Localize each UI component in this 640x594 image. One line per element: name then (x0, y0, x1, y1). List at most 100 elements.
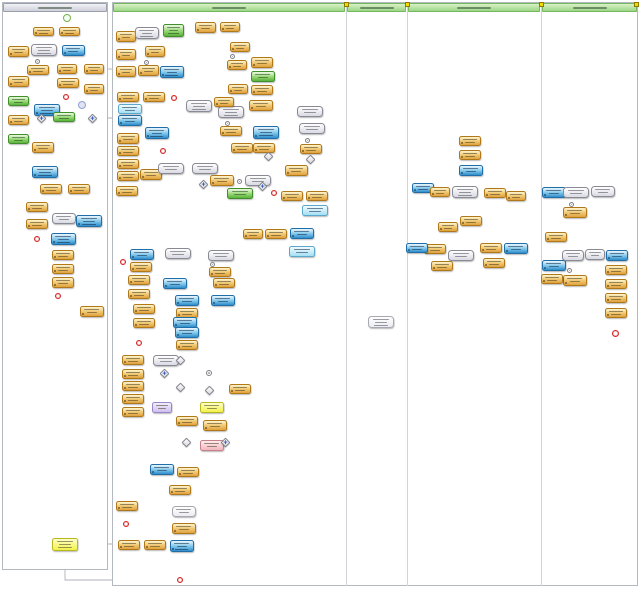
task-node-green[interactable] (8, 134, 29, 144)
subprocess-node[interactable] (165, 248, 191, 259)
task-node-alt[interactable] (175, 295, 199, 306)
subprocess-node[interactable] (562, 250, 584, 261)
intermediate-event[interactable] (237, 179, 242, 184)
subprocess-node[interactable] (585, 249, 605, 260)
task-node-alt[interactable] (160, 66, 184, 78)
task-node[interactable] (251, 85, 273, 95)
task-node[interactable] (8, 115, 29, 125)
end-event[interactable] (34, 236, 40, 242)
task-node[interactable] (117, 171, 139, 181)
task-node-alt[interactable] (290, 228, 314, 239)
task-node-alt[interactable] (459, 165, 483, 176)
subprocess-node[interactable] (452, 186, 478, 198)
task-node-alt[interactable] (211, 295, 235, 306)
task-node-highlight[interactable] (200, 402, 224, 413)
subprocess-node[interactable] (297, 106, 323, 117)
task-node-alt[interactable] (175, 327, 199, 338)
task-node-alt[interactable] (504, 243, 528, 254)
task-node[interactable] (605, 265, 627, 275)
task-node[interactable] (33, 27, 54, 36)
task-node[interactable] (117, 133, 139, 144)
task-node-alt[interactable] (76, 215, 102, 227)
task-node[interactable] (484, 188, 506, 198)
task-node[interactable] (116, 501, 138, 511)
task-node[interactable] (195, 22, 216, 33)
task-node-green[interactable] (163, 24, 184, 37)
subprocess-node-white[interactable] (172, 506, 196, 517)
task-node[interactable] (506, 191, 526, 201)
task-node-green[interactable] (53, 112, 75, 122)
task-node-light[interactable] (289, 246, 315, 257)
task-node[interactable] (220, 22, 240, 32)
task-node-alt[interactable] (62, 45, 85, 56)
task-node[interactable] (229, 384, 251, 394)
subprocess-node[interactable] (591, 186, 615, 197)
intermediate-event[interactable] (569, 202, 574, 207)
end-event[interactable] (55, 293, 61, 299)
intermediate-event[interactable] (35, 59, 40, 64)
task-node[interactable] (251, 57, 273, 68)
task-node-alt[interactable] (542, 260, 566, 271)
end-event[interactable] (160, 148, 166, 154)
task-node-green[interactable] (227, 188, 253, 199)
end-event[interactable] (123, 521, 129, 527)
task-node[interactable] (133, 304, 155, 314)
task-node[interactable] (563, 207, 587, 218)
task-node[interactable] (228, 84, 248, 94)
subprocess-node[interactable] (192, 163, 218, 174)
task-node[interactable] (281, 191, 303, 201)
intermediate-event[interactable] (225, 121, 230, 126)
task-node[interactable] (8, 46, 29, 57)
task-node[interactable] (214, 97, 234, 107)
task-node[interactable] (117, 146, 139, 156)
task-node[interactable] (210, 175, 234, 186)
task-node-alt[interactable] (163, 278, 187, 289)
end-event[interactable] (271, 190, 277, 196)
task-node[interactable] (68, 184, 90, 194)
task-node[interactable] (133, 318, 155, 328)
task-node[interactable] (203, 420, 227, 431)
task-node[interactable] (26, 202, 48, 212)
task-node[interactable] (285, 165, 308, 176)
task-node-alt[interactable] (118, 115, 142, 126)
task-node[interactable] (605, 293, 627, 303)
task-node[interactable] (128, 275, 150, 285)
subprocess-node[interactable] (31, 44, 57, 56)
task-node[interactable] (84, 64, 104, 74)
task-node[interactable] (118, 540, 140, 550)
task-node[interactable] (169, 485, 191, 495)
task-node[interactable] (480, 243, 502, 253)
task-node[interactable] (80, 306, 104, 317)
task-node[interactable] (483, 258, 505, 268)
task-node[interactable] (172, 523, 196, 534)
task-node[interactable] (8, 76, 29, 87)
subprocess-node[interactable] (208, 250, 234, 261)
task-node[interactable] (431, 261, 453, 271)
task-node-alt[interactable] (406, 243, 428, 253)
subprocess-node[interactable] (52, 213, 76, 224)
task-node[interactable] (438, 222, 458, 232)
task-node[interactable] (52, 250, 74, 260)
task-node-alt[interactable] (51, 233, 76, 245)
task-node[interactable] (40, 184, 62, 194)
task-node[interactable] (209, 267, 231, 277)
task-node[interactable] (300, 144, 322, 154)
task-node[interactable] (243, 229, 263, 239)
task-node[interactable] (227, 60, 247, 70)
task-node[interactable] (265, 229, 287, 239)
task-node[interactable] (213, 278, 235, 288)
lane-header-1-3[interactable] (542, 3, 637, 12)
end-event[interactable] (177, 577, 183, 583)
intermediate-event[interactable] (230, 54, 235, 59)
lane-header-1-2[interactable] (408, 3, 540, 12)
task-node[interactable] (57, 64, 77, 74)
task-node[interactable] (116, 31, 136, 42)
task-node[interactable] (27, 65, 49, 75)
task-node[interactable] (459, 150, 481, 160)
task-node-alt[interactable] (606, 250, 628, 261)
task-node-green[interactable] (8, 96, 29, 106)
task-node[interactable] (122, 407, 144, 417)
intermediate-event[interactable] (305, 138, 310, 143)
intermediate-event[interactable] (567, 268, 572, 273)
task-node[interactable] (116, 66, 136, 77)
